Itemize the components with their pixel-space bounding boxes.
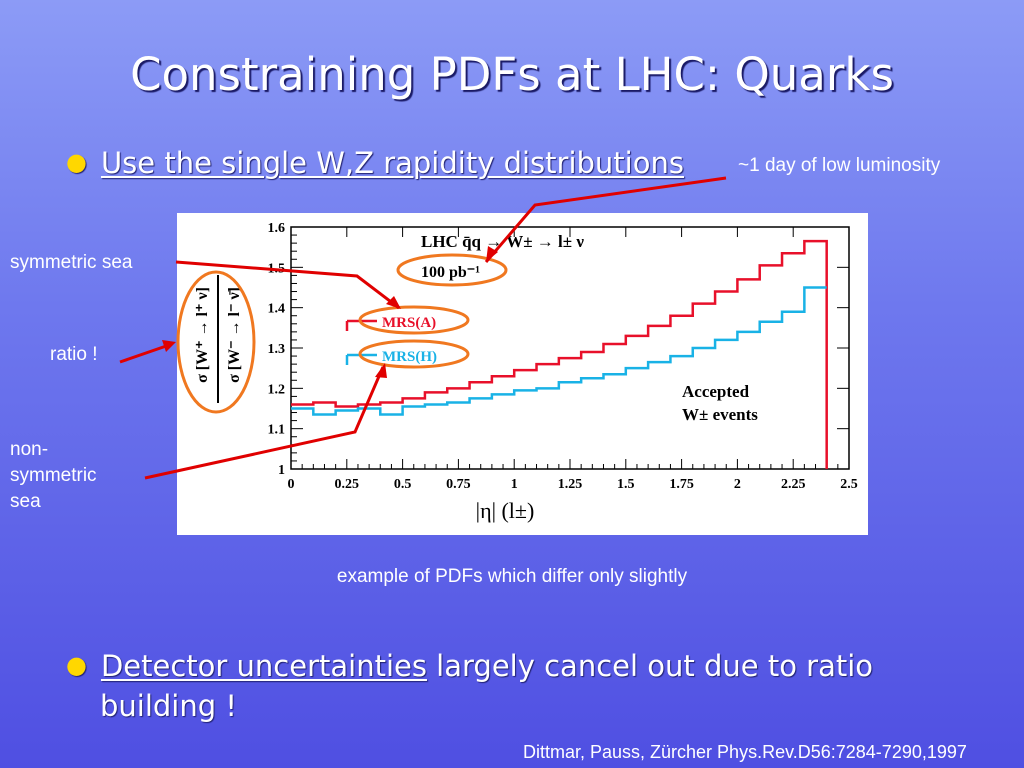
legend-mrs-a: MRS(A) xyxy=(382,315,436,331)
x-tick-label: 2.25 xyxy=(781,477,806,492)
x-axis-label: |η| (l±) xyxy=(476,498,535,523)
x-tick-label: 2 xyxy=(734,477,741,492)
y-tick-label: 1.1 xyxy=(268,423,286,438)
slide-title: Constraining PDFs at LHC: Quarks xyxy=(130,48,894,101)
x-tick-label: 0.25 xyxy=(335,477,360,492)
x-tick-label: 1 xyxy=(511,477,518,492)
ratio-note: ratio ! xyxy=(50,344,98,365)
y-tick-label: 1.3 xyxy=(268,342,286,357)
chart-title: LHC q̄q → W± → l± ν xyxy=(421,232,584,251)
bullet-wz-rapidity: ● Use the single W,Z rapidity distributio… xyxy=(66,146,684,180)
y-tick-label: 1.2 xyxy=(268,382,286,397)
accepted-label: Accepted xyxy=(682,382,750,401)
plot-frame xyxy=(290,226,850,470)
arrowhead-icon xyxy=(162,340,176,352)
x-tick-label: 1.5 xyxy=(617,477,635,492)
y-tick-label: 1.5 xyxy=(268,261,286,276)
non-symmetric-sea-note: non- symmetric sea xyxy=(10,437,97,515)
y-tick-label: 1 xyxy=(278,463,285,478)
example-caption: example of PDFs which differ only slight… xyxy=(336,566,688,587)
y-label-denominator: σ [W⁻ → l⁻ ν̄] xyxy=(226,287,243,383)
legend-mrs-h: MRS(H) xyxy=(382,349,437,365)
x-tick-label: 1.75 xyxy=(669,477,694,492)
note-line: symmetric xyxy=(10,465,97,486)
note-line: sea xyxy=(10,491,41,512)
reference-citation: Dittmar, Pauss, Zürcher Phys.Rev.D56:728… xyxy=(523,742,967,762)
note-line: non- xyxy=(10,439,49,460)
y-tick-label: 1.6 xyxy=(268,221,286,236)
w-events-label: W± events xyxy=(682,405,758,424)
bullet-text: largely cancel out due to ratio xyxy=(426,649,874,683)
bullet-text-continued: building ! xyxy=(100,689,237,723)
x-tick-label: 1.25 xyxy=(558,477,583,492)
chart-svg: 0 0.25 0.5 0.75 1 1.25 1.5 1.75 2 2.25 2.5 1 1.1 1.2 1… xyxy=(194,221,858,523)
y-tick-label: 1.4 xyxy=(268,302,286,317)
bullet-detector-uncertainties: ● Detector uncertainties largely cancel o… xyxy=(66,645,926,726)
luminosity-label: 100 pb⁻¹ xyxy=(421,264,480,281)
x-tick-label: 0.75 xyxy=(446,477,471,492)
bullet-underlined-text: Detector uncertainties xyxy=(100,649,427,683)
symmetric-sea-note: symmetric sea xyxy=(10,252,133,273)
ratio-arrow xyxy=(119,342,173,364)
ratio-chart: 0 0.25 0.5 0.75 1 1.25 1.5 1.75 2 2.25 2.5 1 1.1 1.2 1… xyxy=(177,213,868,535)
bullet-text: Use the single W,Z rapidity distribution… xyxy=(100,146,684,180)
luminosity-note: ~1 day of low luminosity xyxy=(738,155,941,176)
bullet-dot-icon: ● xyxy=(66,651,87,679)
x-tick-label: 0 xyxy=(288,477,295,492)
bullet-dot-icon: ● xyxy=(66,148,87,176)
y-label-numerator: σ [W⁺ → l⁺ ν] xyxy=(194,287,211,383)
x-tick-label: 2.5 xyxy=(840,477,858,492)
x-tick-label: 0.5 xyxy=(394,477,412,492)
